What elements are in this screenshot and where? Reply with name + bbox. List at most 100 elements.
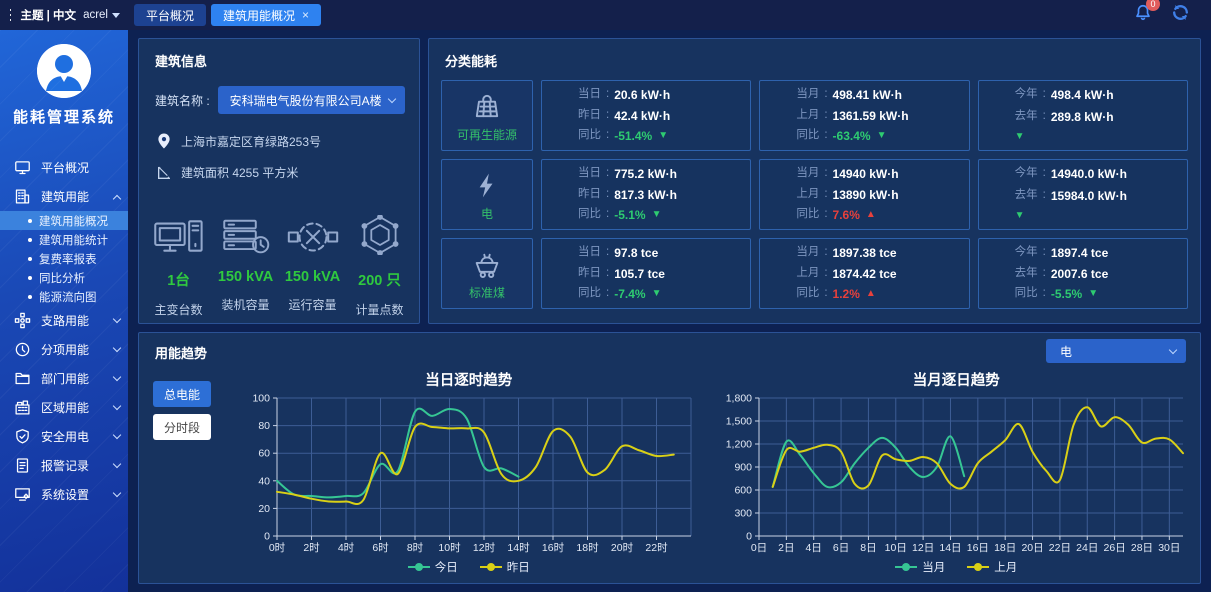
legend-marker-icon: [407, 563, 430, 571]
legend-item-昨日[interactable]: 昨日: [479, 559, 530, 575]
bullet-icon: [28, 237, 32, 242]
svg-text:8时: 8时: [407, 542, 424, 554]
sidebar-item-7[interactable]: 报警记录: [0, 451, 128, 480]
hourly-chart-legend: 今日 昨日: [407, 559, 530, 575]
category-type-box: 可再生能源: [441, 80, 533, 151]
category-stat-box: 今年:1897.4 tce 去年:2007.6 tce 同比: -5.5% ▼: [977, 238, 1188, 309]
stat-line: 昨日:817.3 kW·h: [578, 187, 677, 202]
energy-trend-panel: 用能趋势 电 总电能 分时段 当日逐时趋势 0 20 40 60 80 100 0时 2时 4时…: [138, 332, 1201, 584]
svg-text:16时: 16时: [542, 542, 565, 554]
stat-line: 昨日:42.4 kW·h: [578, 108, 671, 123]
topbar: 主题 | 中文 acrel 平台概况 建筑用能概况 × 0: [0, 0, 1211, 30]
daily-trend-chart-block: 当月逐日趋势 0 300 600 900 1,200 1,500 1,800 0日 2日 4日 6日…: [713, 367, 1201, 583]
sidebar-subitem[interactable]: 建筑用能统计: [0, 230, 128, 249]
tab-platform-overview[interactable]: 平台概况: [134, 4, 207, 26]
tab-building-energy-overview[interactable]: 建筑用能概况 ×: [211, 4, 322, 26]
stat-line: 今年:498.4 kW·h: [1014, 88, 1114, 102]
sidebar-item-3[interactable]: 分项用能: [0, 335, 128, 364]
svg-text:0日: 0日: [751, 542, 767, 554]
sidebar-subitem[interactable]: 能源流向图: [0, 287, 128, 306]
sidebar-item-2[interactable]: 支路用能: [0, 306, 128, 335]
chevron-down-icon: [387, 94, 397, 103]
folder-icon: [14, 370, 31, 387]
sidebar-subitem[interactable]: 复费率报表: [0, 249, 128, 268]
building-stat: 150 kVA 运行容量: [279, 207, 346, 318]
trend-down-icon: ▼: [1014, 131, 1025, 142]
legend-item-上月[interactable]: 上月: [967, 559, 1017, 575]
category-stat-box: 当日:20.6 kW·h 昨日:42.4 kW·h 同比: -51.4% ▼: [541, 80, 752, 151]
svg-text:4日: 4日: [806, 542, 822, 554]
sidebar-item-label: 支路用能: [41, 314, 90, 328]
daily-chart-legend: 当月 上月: [895, 559, 1017, 575]
svg-text:12时: 12时: [473, 542, 496, 554]
user-menu[interactable]: acrel: [83, 9, 120, 21]
trend-down-icon: ▼: [658, 130, 669, 141]
sidebar-item-label: 报警记录: [41, 459, 90, 473]
area-icon: [158, 166, 170, 179]
coal-icon: [472, 246, 502, 282]
sidebar-item-label: 安全用电: [41, 430, 90, 444]
building-name-select[interactable]: 安科瑞电气股份有限公司A楼: [217, 86, 405, 114]
server-icon: [212, 207, 279, 255]
building-stat-value: 150 kVA: [217, 269, 274, 285]
legend-marker-icon: [895, 563, 918, 571]
hamburger-menu-icon[interactable]: [10, 6, 12, 24]
sidebar-item-label: 系统设置: [41, 488, 90, 502]
refresh-button[interactable]: [1170, 3, 1191, 27]
sidebar-subitem[interactable]: 建筑用能概况: [0, 211, 128, 230]
sidebar-item-8[interactable]: 系统设置: [0, 480, 128, 509]
user-name: acrel: [83, 9, 108, 21]
stat-line: 同比: -7.4% ▼: [578, 287, 662, 301]
building-stats: 1台 主变台数 150 kVA 装机容量 150 kVA 运行容量 200 只计量点数: [145, 207, 413, 318]
sidebar-item-5[interactable]: 区域用能: [0, 393, 128, 422]
stat-line: 同比:7.6% ▲: [796, 208, 876, 222]
bullet-icon: [28, 294, 32, 299]
branch-icon: [14, 312, 31, 329]
location-pin-icon: [158, 133, 170, 149]
shield-icon: [14, 428, 31, 445]
total-energy-button[interactable]: 总电能: [153, 381, 211, 407]
sidebar-menu: 平台概况 建筑用能 建筑用能概况 建筑用能统计 复费率报表 同比分析 能源流向图支路用能分项…: [0, 153, 128, 509]
svg-text:1,500: 1,500: [726, 416, 752, 428]
svg-text:20: 20: [258, 503, 270, 515]
tab-bar: 平台概况 建筑用能概况 ×: [134, 4, 322, 26]
theme-language-switcher[interactable]: 主题 | 中文: [20, 10, 77, 22]
building-icon: [14, 188, 31, 205]
stat-line: 同比: -5.5% ▼: [1014, 287, 1099, 301]
settings-icon: [14, 486, 31, 503]
sidebar-item-4[interactable]: 部门用能: [0, 364, 128, 393]
sidebar-item-6[interactable]: 安全用电: [0, 422, 128, 451]
bell-icon: [1136, 4, 1150, 21]
svg-text:16日: 16日: [967, 542, 989, 554]
stat-line: 昨日:105.7 tce: [578, 266, 665, 281]
stat-line: 当月:1897.38 tce: [796, 246, 897, 260]
tab-close-icon[interactable]: ×: [302, 8, 310, 22]
svg-text:10时: 10时: [438, 542, 461, 554]
time-period-button[interactable]: 分时段: [153, 414, 211, 440]
svg-text:60: 60: [258, 448, 270, 460]
legend-item-当月[interactable]: 当月: [895, 559, 945, 575]
building-stat-value: 1台: [167, 273, 190, 289]
trend-down-icon: ▼: [876, 130, 887, 141]
topbar-left: 主题 | 中文 acrel: [0, 6, 128, 24]
sidebar-item-0[interactable]: 平台概况: [0, 153, 128, 182]
category-row: 可再生能源 当日:20.6 kW·h 昨日:42.4 kW·h 同比: -51.4% ▼ 当…: [441, 80, 1188, 151]
legend-item-今日[interactable]: 今日: [407, 559, 458, 575]
topbar-actions: 0: [1134, 0, 1211, 27]
building-stat-value: 150 kVA: [284, 269, 341, 285]
stat-line: 今年:14940.0 kW·h: [1014, 167, 1127, 181]
category-stat-box: 当月:1897.38 tce 上月:1874.42 tce 同比:1.2% ▲: [759, 238, 970, 309]
region-icon: [14, 399, 31, 416]
energy-type-select[interactable]: 电: [1046, 339, 1186, 363]
stat-line: 当月:498.41 kW·h: [796, 88, 902, 102]
stat-line: 上月:13890 kW·h: [796, 187, 899, 202]
category-energy-rows: 可再生能源 当日:20.6 kW·h 昨日:42.4 kW·h 同比: -51.4% ▼ 当…: [429, 70, 1200, 309]
building-area: 建筑面积 4255 平方米: [155, 164, 405, 181]
svg-text:900: 900: [735, 462, 753, 474]
sidebar-subitem[interactable]: 同比分析: [0, 268, 128, 287]
sidebar-item-1[interactable]: 建筑用能: [0, 182, 128, 211]
chevron-down-icon: [112, 314, 122, 324]
category-stat-box: 当月:14940 kW·h 上月:13890 kW·h 同比:7.6% ▲: [759, 159, 970, 230]
category-row: 电 当日:775.2 kW·h 昨日:817.3 kW·h 同比: -5.1% ▼ 当月:1…: [441, 159, 1188, 230]
notifications-button[interactable]: 0: [1134, 0, 1160, 27]
